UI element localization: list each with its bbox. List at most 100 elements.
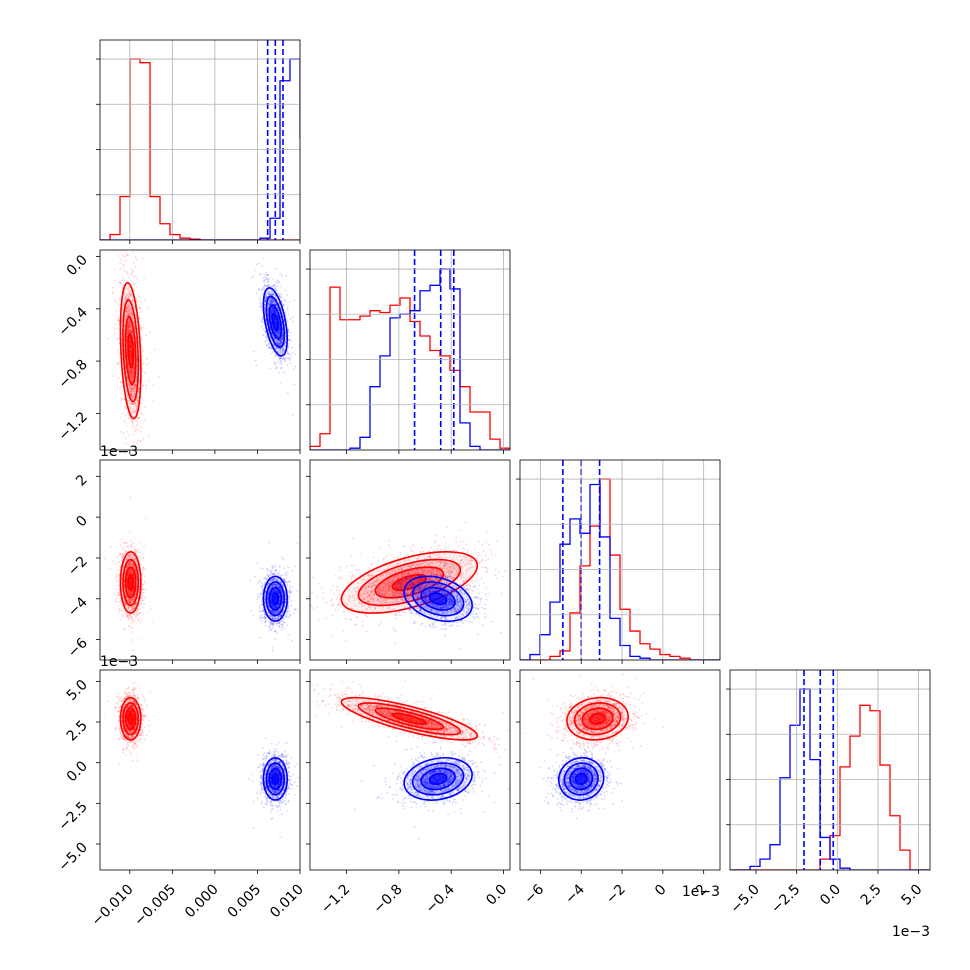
scatter-point [276,281,278,283]
scatter-point [290,362,292,364]
scatter-point [107,338,109,340]
scatter-point [268,347,270,349]
scatter-point [285,289,287,291]
scatter-point [144,582,146,584]
panel-content [310,250,510,450]
scatter-point [132,620,134,622]
scatter-point [287,306,289,308]
scatter-point [142,370,144,372]
scatter-point [117,363,119,365]
scatter-point [264,276,266,278]
scatter-point [142,569,144,571]
scatter-point [132,650,134,652]
scatter-point [270,348,272,350]
scatter-point [288,346,290,348]
scatter-point [125,616,127,618]
scatter-point [276,285,278,287]
scatter-point [134,619,136,621]
scatter-point [261,319,263,321]
scatter-point [288,343,290,345]
scatter-point [130,545,132,547]
scatter-point [277,279,279,281]
scatter-point [280,286,282,288]
scatter-point [138,542,140,544]
scatter-point [267,339,269,341]
scatter-point [262,321,264,323]
scatter-point [114,333,116,335]
scatter-point [145,518,147,520]
scatter-point [130,419,132,421]
scatter-point [140,556,142,558]
scatter-point [146,364,148,366]
scatter-point [148,435,150,437]
scatter-point [122,412,124,414]
scatter-point [123,549,125,551]
scatter-point [140,639,142,641]
scatter-point [261,326,263,328]
scatter-point [135,420,137,422]
scatter-point [126,271,128,273]
scatter-point [143,278,145,280]
scatter-point [145,388,147,390]
scatter-point [133,262,135,264]
scatter-point [131,622,133,624]
scatter-point [253,275,255,277]
scatter-point [143,599,145,601]
scatter-point [135,616,137,618]
scatter-point [280,361,282,363]
scatter-point [131,618,133,620]
scatter-point [293,368,295,370]
scatter-point [128,625,130,627]
scatter-point [264,285,266,287]
scatter-point [118,601,120,603]
scatter-point [124,419,126,421]
scatter-point [121,393,123,395]
scatter-point [125,546,127,548]
scatter-point [128,461,130,463]
scatter-point [140,602,142,604]
scatter-point [116,589,118,591]
scatter-point [286,318,288,320]
scatter-point [270,353,272,355]
scatter-point [288,335,290,337]
scatter-point [266,277,268,279]
scatter-point [143,438,145,440]
scatter-point [142,351,144,353]
panel-hist-1-1 [306,250,510,454]
scatter-point [132,427,134,429]
scatter-point [143,603,145,605]
scatter-point [115,599,117,601]
scatter-point [125,425,127,427]
scatter-point [115,563,117,565]
scatter-point [140,403,142,405]
scatter-point [287,320,289,322]
scatter-point [128,434,130,436]
scatter-point [289,359,291,361]
panel-content [730,670,930,870]
scatter-point [264,341,266,343]
scatter-point [129,531,131,533]
scatter-point [118,604,120,606]
scatter-point [132,631,134,633]
scatter-point [131,275,133,277]
scatter-point [115,601,117,603]
scatter-point [276,290,278,292]
scatter-point [272,351,274,353]
panel-frame [310,250,510,450]
scatter-point [152,384,154,386]
scatter-point [260,309,262,311]
scatter-point [135,256,137,258]
scatter-point [139,311,141,313]
panel-hist-3-3 [726,670,930,874]
scatter-point [148,462,150,464]
scatter-point [137,548,139,550]
scatter-point [287,313,289,315]
scatter-point [121,260,123,262]
scatter-point [154,349,156,351]
scatter-point [140,427,142,429]
scatter-point [116,574,118,576]
scatter-point [126,482,128,484]
scatter-point [256,264,258,266]
scatter-point [135,427,137,429]
scatter-point [125,414,127,416]
